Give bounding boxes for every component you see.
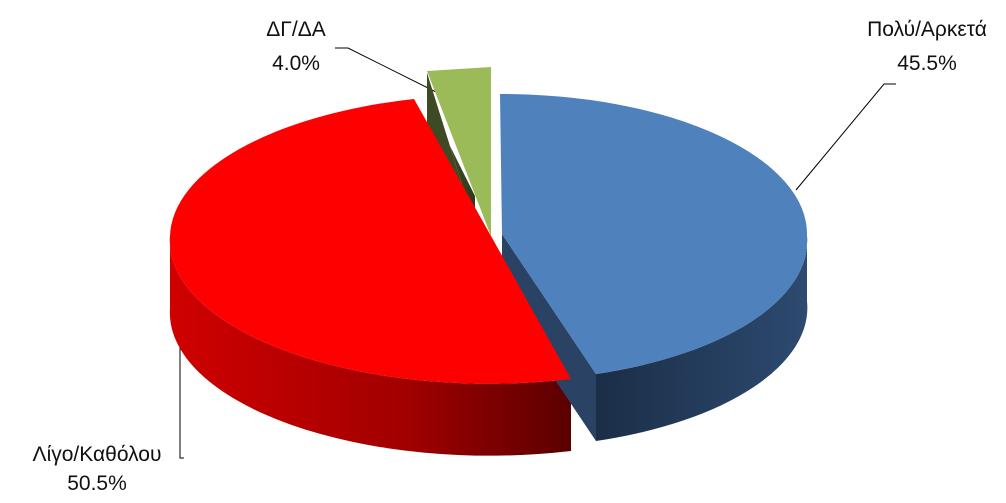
label-name-large: Πολύ/Αρκετά bbox=[867, 18, 987, 41]
pie-tops bbox=[169, 67, 808, 384]
label-name-small: ΔΓ/ΔΑ bbox=[266, 18, 325, 41]
leader-line-large bbox=[795, 83, 896, 191]
label-name-medium: Λίγο/Καθόλου bbox=[33, 443, 162, 466]
slice-top-red[interactable] bbox=[169, 99, 571, 384]
slice-side-red bbox=[169, 236, 571, 456]
leader-lines bbox=[179, 47, 896, 459]
leader-line-small bbox=[335, 47, 461, 105]
slice-top-blue[interactable] bbox=[500, 93, 808, 375]
slice-labels: Πολύ/Αρκετά 45.5% Λίγο/Καθόλου 50.5% ΔΓ/… bbox=[33, 18, 987, 495]
label-value-large: 45.5% bbox=[897, 52, 957, 75]
leader-line-medium bbox=[179, 333, 184, 459]
slice-cut-blue bbox=[502, 234, 596, 441]
slice-top-green[interactable] bbox=[427, 67, 491, 236]
slice-side-blue bbox=[596, 236, 808, 441]
label-value-medium: 50.5% bbox=[67, 472, 127, 495]
label-value-small: 4.0% bbox=[272, 52, 320, 75]
